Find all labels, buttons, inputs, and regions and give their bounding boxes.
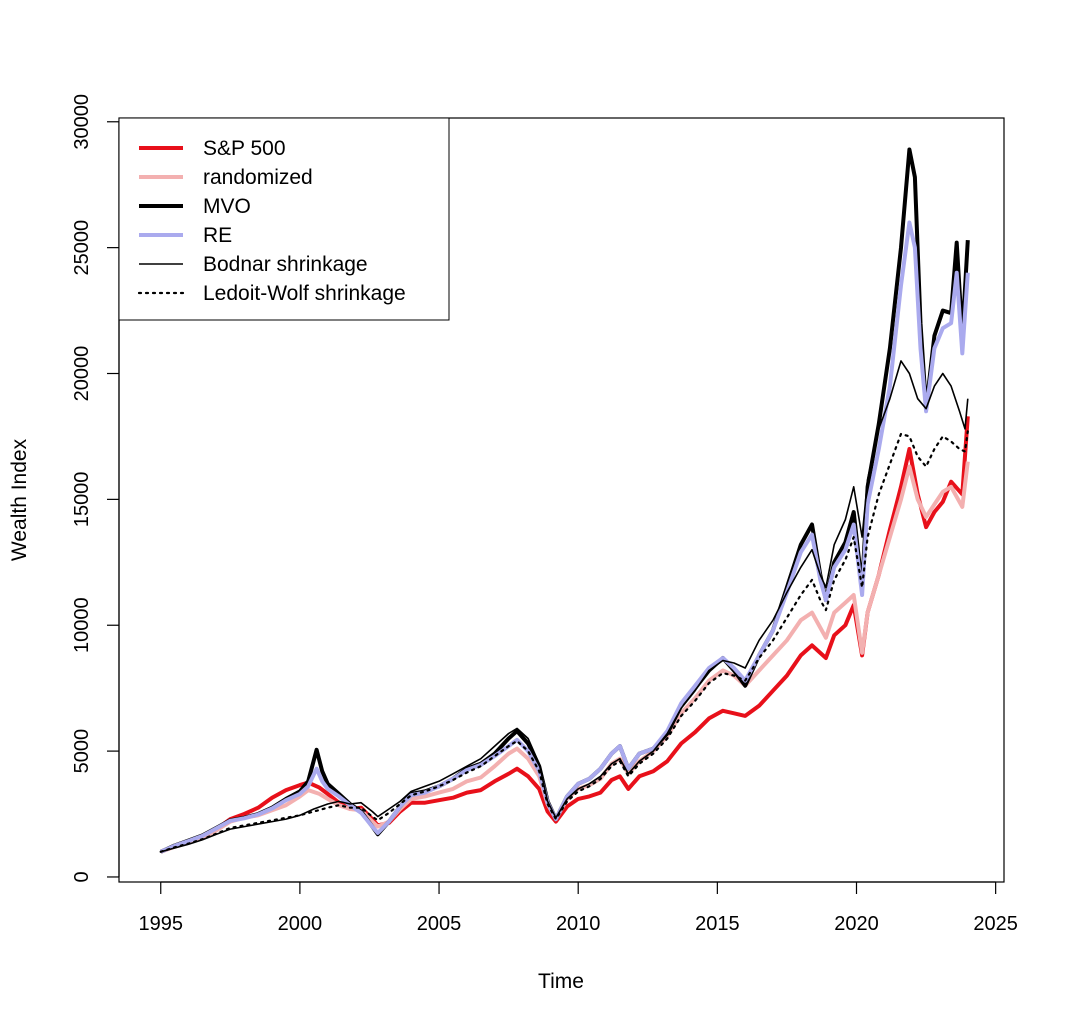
x-tick-label: 2000 [278,913,323,935]
series-line-ledoit-wolf-shrinkage [159,430,969,853]
y-tick-label: 25000 [71,220,93,276]
y-tick-label: 0 [71,871,93,882]
legend-label: randomized [203,166,313,189]
legend-label: S&P 500 [203,137,286,160]
y-axis-title: Wealth Index [8,438,31,561]
x-axis-title: Time [538,970,584,993]
legend-label: MVO [203,195,251,218]
x-tick-label: 2025 [973,913,1018,935]
legend-label: RE [203,224,232,247]
series-layer [159,147,970,854]
x-tick-label: 2015 [695,913,740,935]
series-line-re [159,220,970,854]
x-tick-label: 1995 [138,913,183,935]
legend: S&P 500 randomized MVO RE Bodnar shrinkage Le… [118,117,450,321]
y-tick-label: 15000 [71,472,93,528]
legend-label: Bodnar shrinkage [203,253,368,276]
x-axis: 1995 2000 2005 2010 2015 2020 2025 [138,881,1018,935]
y-axis: 0 5000 10000 15000 20000 25000 30000 [71,94,120,883]
y-tick-label: 5000 [71,729,93,774]
y-tick-label: 30000 [71,94,93,150]
legend-box [118,117,450,321]
series-line-bodnar-shrinkage [160,360,969,853]
legend-label: Ledoit-Wolf shrinkage [203,282,406,305]
series-line-s-p-500 [159,416,970,854]
y-tick-label: 20000 [71,346,93,402]
y-tick-label: 10000 [71,597,93,653]
x-tick-label: 2020 [834,913,879,935]
x-tick-label: 2005 [417,913,462,935]
x-tick-label: 2010 [556,913,601,935]
